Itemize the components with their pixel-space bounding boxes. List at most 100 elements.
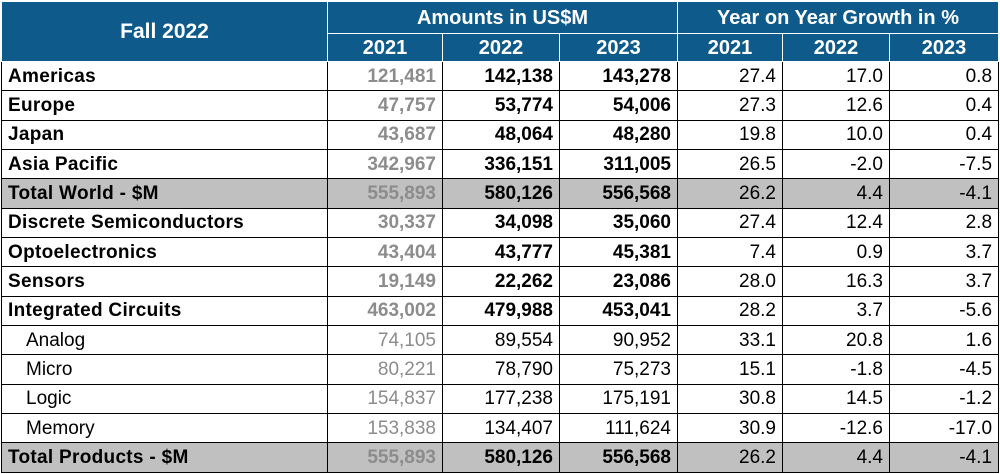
amount-cell: 580,126 xyxy=(442,178,560,209)
amount-cell: 19,149 xyxy=(327,266,443,297)
amount-cell: 555,893 xyxy=(327,442,443,473)
amount-cell: 311,005 xyxy=(559,149,678,180)
row-label: Discrete Semiconductors xyxy=(1,207,328,239)
growth-cell: 26.2 xyxy=(677,442,783,473)
growth-cell: 26.2 xyxy=(677,178,783,209)
amount-cell: 580,126 xyxy=(442,442,560,473)
growth-cell: 17.0 xyxy=(782,60,890,92)
growth-cell: 27.4 xyxy=(677,60,783,92)
corner-label: Fall 2022 xyxy=(1,1,328,62)
amount-cell: 43,687 xyxy=(327,119,443,151)
growth-cell: 0.4 xyxy=(888,90,1000,121)
amount-cell: 43,777 xyxy=(442,237,560,268)
amount-cell: 479,988 xyxy=(442,295,560,327)
table-row: Micro 80,221 78,790 75,273 15.1 -1.8 -4.5 xyxy=(1,354,1000,385)
amount-cell: 35,060 xyxy=(559,207,678,239)
table-row: Optoelectronics 43,404 43,777 45,381 7.4 0.9 3… xyxy=(1,237,1000,268)
amount-cell: 23,086 xyxy=(559,266,678,297)
row-label: Optoelectronics xyxy=(1,237,328,268)
growth-cell: 10.0 xyxy=(782,119,890,151)
column-header: 2022 xyxy=(782,33,890,62)
growth-cell: 27.3 xyxy=(677,90,783,121)
growth-cell: 20.8 xyxy=(782,325,890,356)
amount-cell: 453,041 xyxy=(559,295,678,327)
amount-cell: 47,757 xyxy=(327,90,443,121)
growth-cell: 19.8 xyxy=(677,119,783,151)
table-row: Discrete Semiconductors 30,337 34,098 35,06… xyxy=(1,207,1000,239)
table-row: Total World - $M 555,893 580,126 556,568 26.… xyxy=(1,178,1000,209)
growth-cell: 28.2 xyxy=(677,295,783,327)
amount-cell: 89,554 xyxy=(442,325,560,356)
growth-cell: 2.8 xyxy=(888,207,1000,239)
amount-cell: 80,221 xyxy=(327,354,443,385)
growth-cell: 30.9 xyxy=(677,413,783,444)
table-row: Japan 43,687 48,064 48,280 19.8 10.0 0.4 xyxy=(1,119,1000,151)
amount-cell: 111,624 xyxy=(559,413,678,444)
growth-cell: 7.4 xyxy=(677,237,783,268)
amount-cell: 336,151 xyxy=(442,149,560,180)
growth-cell: 16.3 xyxy=(782,266,890,297)
amount-cell: 53,774 xyxy=(442,90,560,121)
row-label: Americas xyxy=(1,60,328,92)
amount-cell: 34,098 xyxy=(442,207,560,239)
growth-cell: 0.4 xyxy=(888,119,1000,151)
growth-cell: 26.5 xyxy=(677,149,783,180)
growth-cell: 28.0 xyxy=(677,266,783,297)
growth-cell: -5.6 xyxy=(888,295,1000,327)
growth-cell: 4.4 xyxy=(782,178,890,209)
table-row: Americas 121,481 142,138 143,278 27.4 17.0 0.8 xyxy=(1,60,1000,92)
growth-cell: -2.0 xyxy=(782,149,890,180)
amount-cell: 556,568 xyxy=(559,442,678,473)
growth-cell: -17.0 xyxy=(888,413,1000,444)
growth-cell: 15.1 xyxy=(677,354,783,385)
amount-cell: 134,407 xyxy=(442,413,560,444)
table-row: Logic 154,837 177,238 175,191 30.8 14.5 -1.2 xyxy=(1,383,1000,415)
growth-cell: 3.7 xyxy=(888,237,1000,268)
row-label: Sensors xyxy=(1,266,328,297)
amount-cell: 556,568 xyxy=(559,178,678,209)
column-header: 2023 xyxy=(559,33,678,62)
row-label: Asia Pacific xyxy=(1,149,328,180)
amount-cell: 142,138 xyxy=(442,60,560,92)
growth-cell: -12.6 xyxy=(782,413,890,444)
table-row: Sensors 19,149 22,262 23,086 28.0 16.3 3.7 xyxy=(1,266,1000,297)
table-body: Americas 121,481 142,138 143,278 27.4 17.0 0.8… xyxy=(1,60,1000,473)
growth-cell: 12.4 xyxy=(782,207,890,239)
growth-cell: 0.8 xyxy=(888,60,1000,92)
amount-cell: 175,191 xyxy=(559,383,678,415)
growth-cell: 1.6 xyxy=(888,325,1000,356)
growth-cell: 4.4 xyxy=(782,442,890,473)
row-label: Integrated Circuits xyxy=(1,295,328,327)
row-label: Memory xyxy=(1,413,328,444)
amount-cell: 75,273 xyxy=(559,354,678,385)
column-header: 2021 xyxy=(327,33,443,62)
growth-cell: 3.7 xyxy=(782,295,890,327)
growth-cell: 33.1 xyxy=(677,325,783,356)
growth-cell: -4.1 xyxy=(888,178,1000,209)
growth-cell: -7.5 xyxy=(888,149,1000,180)
amount-cell: 121,481 xyxy=(327,60,443,92)
row-label: Total Products - $M xyxy=(1,442,328,473)
growth-cell: -1.8 xyxy=(782,354,890,385)
amount-cell: 43,404 xyxy=(327,237,443,268)
growth-cell: 27.4 xyxy=(677,207,783,239)
row-label: Logic xyxy=(1,383,328,415)
amount-cell: 48,280 xyxy=(559,119,678,151)
group-header-amounts: Amounts in US$M xyxy=(327,1,678,34)
amount-cell: 74,105 xyxy=(327,325,443,356)
row-label: Total World - $M xyxy=(1,178,328,209)
group-header-growth: Year on Year Growth in % xyxy=(676,1,1000,34)
column-header: 2021 xyxy=(677,33,783,62)
growth-cell: -4.5 xyxy=(888,354,1000,385)
row-label: Micro xyxy=(1,354,328,385)
row-label: Japan xyxy=(1,119,328,151)
growth-cell: 30.8 xyxy=(677,383,783,415)
table-row: Memory 153,838 134,407 111,624 30.9 -12.6 -17.… xyxy=(1,413,1000,444)
growth-cell: -1.2 xyxy=(888,383,1000,415)
growth-cell: 3.7 xyxy=(888,266,1000,297)
growth-cell: 0.9 xyxy=(782,237,890,268)
column-header: 2022 xyxy=(442,33,560,62)
table-row: Asia Pacific 342,967 336,151 311,005 26.5 -2.… xyxy=(1,149,1000,180)
amount-cell: 22,262 xyxy=(442,266,560,297)
